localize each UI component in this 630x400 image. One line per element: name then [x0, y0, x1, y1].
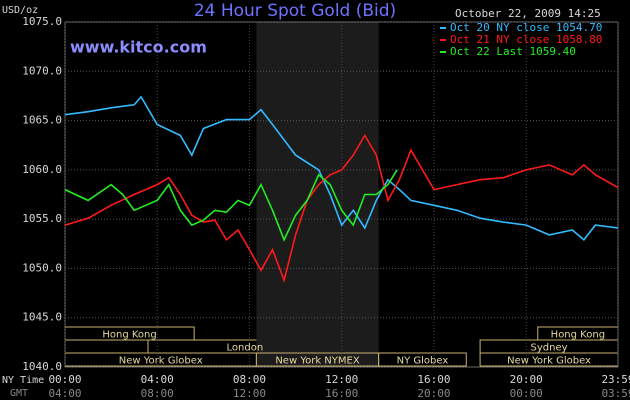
x-gmt-label: 00:00: [510, 387, 543, 400]
x-gmt-label: 04:00: [48, 387, 81, 400]
y-tick-label: 1070.0: [22, 64, 62, 77]
series-line: [64, 133, 619, 283]
x-tick-label: 23:59: [601, 373, 630, 386]
legend-label: Oct 20 NY close 1054.70: [450, 21, 602, 34]
series-line: [64, 169, 398, 242]
session-label: Sydney: [531, 343, 568, 354]
x-gmt-label: 20:00: [417, 387, 450, 400]
session-label: New York Globex: [507, 356, 591, 367]
y-axis-label: USD/oz: [2, 5, 38, 16]
session-label: New York Globex: [119, 356, 203, 367]
y-tick-label: 1050.0: [22, 261, 62, 274]
x-row-label: NY Time: [2, 375, 44, 386]
y-tick-label: 1065.0: [22, 114, 62, 127]
source: www.kitco.com: [70, 38, 207, 57]
session-label: Hong Kong: [551, 330, 605, 341]
chart-title: 24 Hour Spot Gold (Bid): [194, 1, 396, 21]
session-label: NY Globex: [397, 356, 449, 367]
y-tick-label: 1055.0: [22, 212, 62, 225]
y-tick-label: 1045.0: [22, 311, 62, 324]
background-layer: [64, 21, 619, 368]
session-box: [378, 352, 467, 367]
x-tick-label: 12:00: [325, 373, 358, 386]
session-label: New York NYMEX: [275, 356, 360, 367]
x-gmt-label: 16:00: [325, 387, 358, 400]
x-tick-label: 00:00: [48, 373, 81, 386]
x-gmt-label: 03:59: [601, 387, 630, 400]
x-tick-label: 16:00: [417, 373, 450, 386]
x-gmt-label: 12:00: [233, 387, 266, 400]
y-tick-label: 1075.0: [22, 15, 62, 28]
session-label: London: [227, 343, 264, 354]
y-tick-label: 1040.0: [22, 360, 62, 373]
x-gmt-label: 08:00: [141, 387, 174, 400]
series-line: [64, 95, 619, 241]
x-row-label: GMT: [10, 388, 28, 399]
y-tick-label: 1060.0: [22, 163, 62, 176]
legend-label: Oct 22 Last 1059.40: [450, 45, 576, 58]
chart-date: October 22, 2009 14:25: [455, 7, 601, 20]
legend-label: Oct 21 NY close 1058.80: [450, 33, 602, 46]
x-tick-label: 04:00: [141, 373, 174, 386]
session-shade: [256, 22, 379, 367]
x-tick-label: 20:00: [510, 373, 543, 386]
x-tick-label: 08:00: [233, 373, 266, 386]
session-label: Hong Kong: [102, 330, 156, 341]
